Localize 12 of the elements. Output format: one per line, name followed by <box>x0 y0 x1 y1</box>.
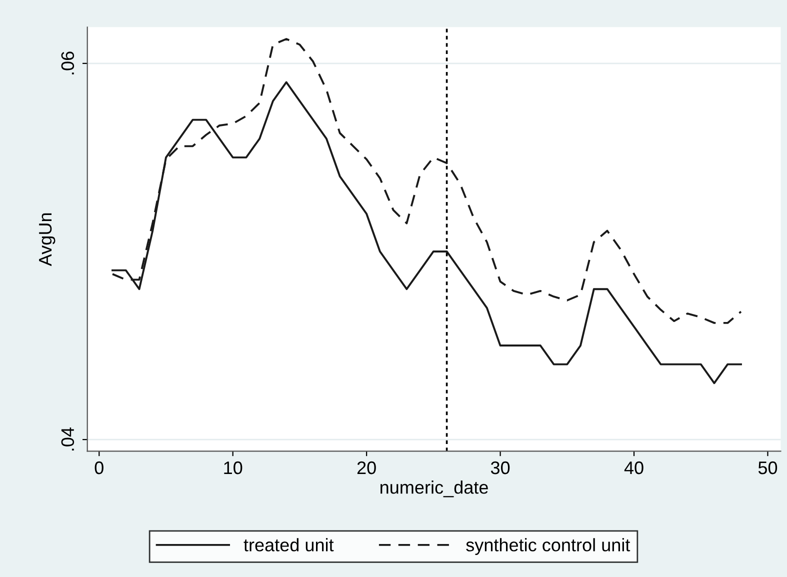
y-tick-label: .04 <box>61 428 74 450</box>
legend-label: synthetic control unit <box>466 538 630 555</box>
y-axis-title: AvgUn <box>39 213 56 266</box>
x-tick-label: 10 <box>224 461 242 474</box>
y-tick-label: .06 <box>61 52 74 74</box>
x-tick-label: 50 <box>758 461 778 474</box>
x-tick-label: 40 <box>624 461 644 474</box>
x-tick-label: 20 <box>357 461 376 474</box>
x-axis-title: numeric_date <box>380 480 488 498</box>
x-tick-label: 0 <box>94 461 104 474</box>
x-tick-label: 30 <box>490 461 510 474</box>
legend-label: treated unit <box>244 538 334 552</box>
